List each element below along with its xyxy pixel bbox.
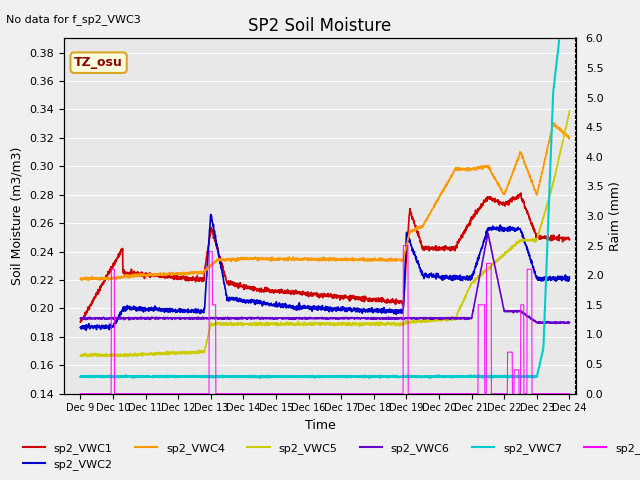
Y-axis label: Soil Moisture (m3/m3): Soil Moisture (m3/m3) bbox=[11, 147, 24, 285]
Title: SP2 Soil Moisture: SP2 Soil Moisture bbox=[248, 17, 392, 36]
Text: TZ_osu: TZ_osu bbox=[74, 56, 123, 69]
X-axis label: Time: Time bbox=[305, 419, 335, 432]
Legend: sp2_VWC1, sp2_VWC2, sp2_VWC4, sp2_VWC5, sp2_VWC6, sp2_VWC7, sp2_Rain: sp2_VWC1, sp2_VWC2, sp2_VWC4, sp2_VWC5, … bbox=[19, 438, 640, 474]
Y-axis label: Raim (mm): Raim (mm) bbox=[609, 181, 622, 251]
Text: No data for f_sp2_VWC3: No data for f_sp2_VWC3 bbox=[6, 14, 141, 25]
